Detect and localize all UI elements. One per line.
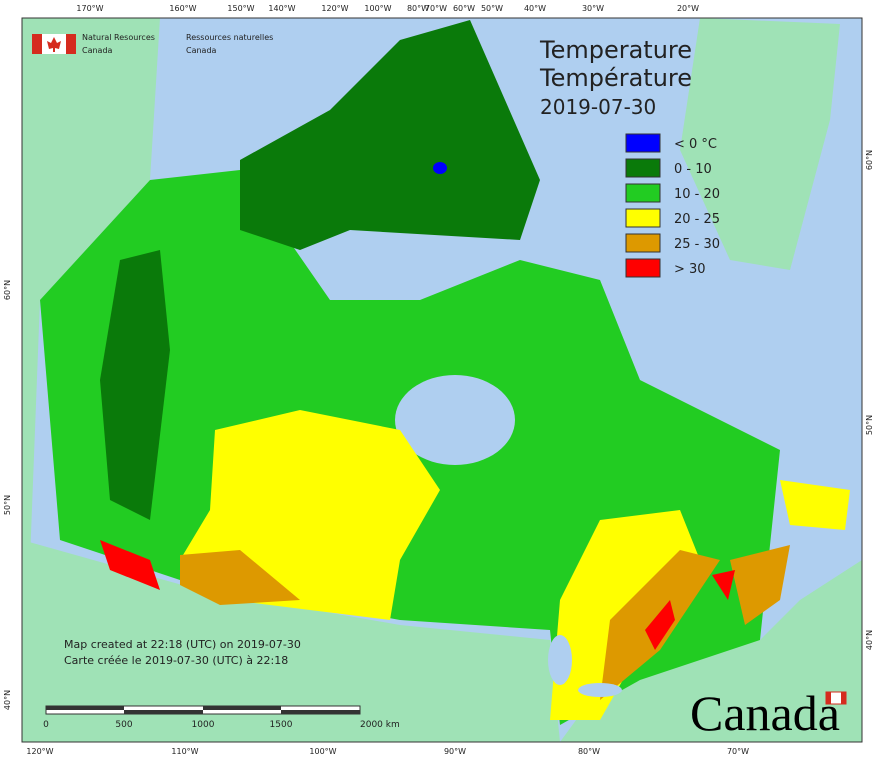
wordmark: Canada	[690, 685, 840, 741]
scale-label: 2000 km	[360, 720, 400, 730]
wordmark-flag	[825, 691, 847, 705]
scale-label: 1500	[270, 720, 293, 730]
legend-label: < 0 °C	[674, 137, 717, 152]
longitude-label: 60°W	[453, 4, 475, 13]
title: Température	[539, 64, 692, 92]
scale-label: 500	[115, 720, 132, 730]
legend-swatch	[625, 233, 661, 253]
logo-text: Canada	[186, 46, 217, 55]
legend-swatch	[625, 133, 661, 153]
longitude-label: 100°W	[364, 4, 391, 13]
canada-temperature	[40, 20, 850, 725]
longitude-label: 70°W	[727, 747, 749, 756]
longitude-label: 120°W	[26, 747, 53, 756]
longitude-label: 100°W	[309, 747, 336, 756]
legend-label: 0 - 10	[674, 162, 712, 177]
longitude-label: 40°W	[524, 4, 546, 13]
longitude-label: 30°W	[582, 4, 604, 13]
legend-swatch	[625, 258, 661, 278]
title-date: 2019-07-30	[540, 95, 656, 119]
legend-label: 20 - 25	[674, 212, 720, 227]
longitude-label: 50°W	[481, 4, 503, 13]
logo-text: Natural Resources	[82, 33, 155, 42]
frame	[21, 17, 863, 743]
legend-swatch	[625, 158, 661, 178]
legend-swatch	[625, 183, 661, 203]
latitude-label: 40°N	[3, 690, 12, 710]
latitude-label: 60°N	[865, 150, 874, 170]
logo-text: Ressources naturelles	[186, 33, 273, 42]
legend-label: > 30	[674, 262, 706, 277]
footer: Carte créée le 2019-07-30 (UTC) à 22:18	[64, 654, 288, 667]
legend-label: 10 - 20	[674, 187, 720, 202]
longitude-label: 110°W	[171, 747, 198, 756]
logo-text: Canada	[82, 46, 113, 55]
longitude-label: 80°W	[578, 747, 600, 756]
longitude-label: 170°W	[76, 4, 103, 13]
scale-label: 1000	[192, 720, 215, 730]
longitude-label: 70°W	[425, 4, 447, 13]
longitude-label: 160°W	[169, 4, 196, 13]
legend-label: 25 - 30	[674, 237, 720, 252]
latitude-label: 60°N	[3, 280, 12, 300]
scale-bar	[45, 705, 361, 715]
logo-flag	[32, 34, 76, 54]
longitude-label: 120°W	[321, 4, 348, 13]
longitude-label: 90°W	[444, 747, 466, 756]
longitude-label: 150°W	[227, 4, 254, 13]
latitude-label: 40°N	[865, 630, 874, 650]
longitude-label: 20°W	[677, 4, 699, 13]
title: Temperature	[539, 36, 692, 64]
longitude-label: 140°W	[268, 4, 295, 13]
footer: Map created at 22:18 (UTC) on 2019-07-30	[64, 638, 301, 651]
longitude-label: 80°W	[407, 4, 429, 13]
latitude-label: 50°N	[865, 415, 874, 435]
legend-swatch	[625, 208, 661, 228]
scale-label: 0	[43, 720, 49, 730]
foreign-land	[22, 18, 862, 742]
latitude-label: 50°N	[3, 495, 12, 515]
